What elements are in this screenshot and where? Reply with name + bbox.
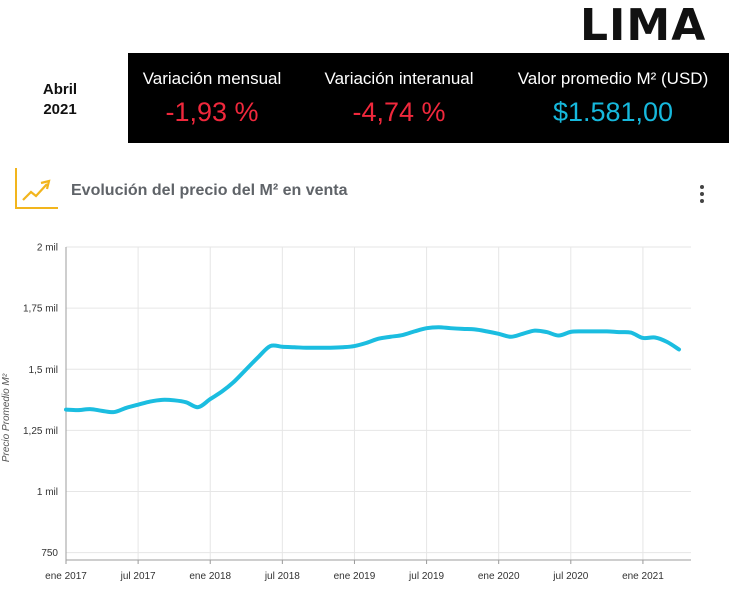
y-axis-label: Precio Promedio M² [1,373,12,462]
kpi-yearly-variation: Variación interanual -4,74 % [306,53,492,143]
y-tick-label: 750 [41,548,58,559]
x-tick-label: jul 2019 [408,571,444,582]
x-tick-label: ene 2017 [45,571,87,582]
axes [65,247,691,564]
series-layer [64,325,681,415]
x-tick-label: jul 2018 [264,571,300,582]
city-title: LIMA [580,0,707,51]
x-tick-label: ene 2019 [334,571,376,582]
x-tick-label: ene 2021 [622,571,664,582]
y-tick-label: 2 mil [37,243,58,254]
period-label: Abril 2021 [20,80,100,120]
x-tick-label: ene 2020 [478,571,520,582]
y-tick-label: 1 mil [37,487,58,498]
series-line [64,325,681,415]
chart-title: Evolución del precio del M² en venta [71,182,348,199]
x-tick-label: ene 2018 [189,571,231,582]
period-month: Abril [42,81,78,98]
y-tick-label: 1,25 mil [23,426,58,437]
grid [65,246,691,560]
kpi-value: -4,74 % [352,97,446,127]
kpi-label: Valor promedio M² (USD) [517,69,709,88]
kpi-panel: Variación mensual -1,93 % Variación inte… [128,53,729,143]
kpi-monthly-variation: Variación mensual -1,93 % [128,53,296,143]
x-tick-label: jul 2017 [120,571,156,582]
kpi-value: $1.581,00 [552,97,674,127]
line-chart: 750 1 mil 1,25 mil 1,5 mil 1,75 mil 2 mil ene … [0,230,729,597]
kpi-label: Variación mensual [142,69,282,88]
y-tick-label: 1,5 mil [29,365,58,376]
trending-up-icon [15,168,58,209]
x-tick-label: jul 2020 [552,571,588,582]
kpi-label: Variación interanual [324,69,474,88]
kpi-average-price: Valor promedio M² (USD) $1.581,00 [502,53,724,143]
period-year: 2021 [43,101,77,118]
chart-svg: 750 1 mil 1,25 mil 1,5 mil 1,75 mil 2 mil ene … [1,243,691,583]
more-vert-icon[interactable] [694,184,710,204]
kpi-value: -1,93 % [165,97,259,127]
chart-card-header: Evolución del precio del M² en venta [0,160,729,220]
tick-labels: 750 1 mil 1,25 mil 1,5 mil 1,75 mil 2 mil ene … [23,243,664,583]
y-tick-label: 1,75 mil [23,304,58,315]
